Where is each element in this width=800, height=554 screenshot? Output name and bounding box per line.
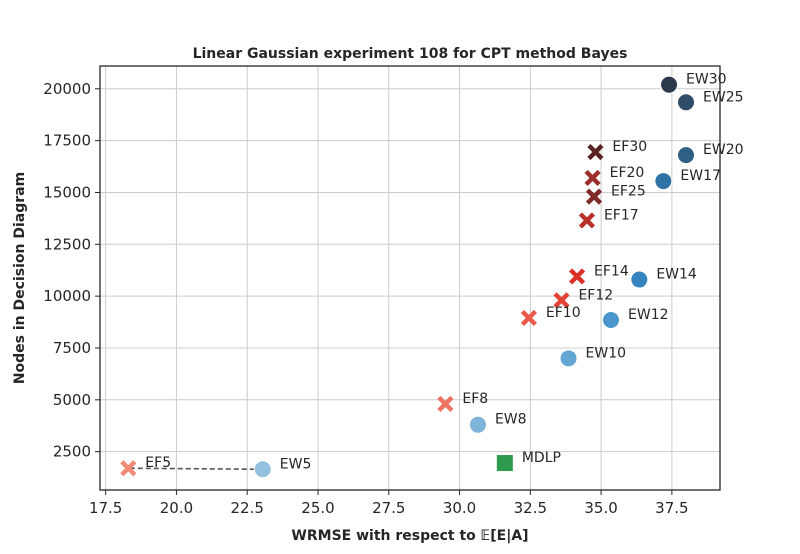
point-ef20-stroke-b [584,169,601,187]
y-tick-label: 7500 [53,339,91,357]
point-ef5-label: EF5 [145,455,171,471]
x-tick-label: 32.5 [514,499,547,517]
point-ew17-label: EW17 [680,168,721,184]
point-ew12-label: EW12 [628,307,669,323]
x-tick-label: 20.0 [160,499,193,517]
point-ew14 [630,270,649,289]
point-ew25 [677,93,696,112]
point-ef10 [520,309,537,327]
connector-layer [128,467,263,471]
point-ew20 [677,146,696,165]
point-ef12-stroke-b [553,292,570,309]
y-tick-label: 2500 [53,443,91,461]
point-ew14-label: EW14 [656,267,697,283]
point-ew25-label: EW25 [703,89,744,105]
point-ef20 [584,169,601,187]
point-ef5-stroke-b [120,460,137,477]
x-tick-label: 35.0 [584,499,617,517]
y-tick-label: 5000 [53,391,91,409]
point-ef8-label: EF8 [462,391,488,407]
point-ew5-label: EW5 [280,456,312,472]
point-ew17 [654,172,673,191]
x-tick-label: 37.5 [655,499,688,517]
point-mdlp-label: MDLP [522,450,561,466]
point-ef30-label: EF30 [612,139,647,155]
point-ef25-label: EF25 [611,184,646,200]
point-ew10-label: EW10 [586,345,627,361]
y-tick-label: 20000 [43,80,91,98]
point-ew30-label: EW30 [686,72,727,88]
y-tick-label: 12500 [43,235,91,253]
point-ew8 [468,415,487,434]
ticks-layer: 17.5 20.0 22.5 25.0 27.5 30.0 32.5 35.0 37.5 2500… [43,80,688,517]
x-tick-label: 22.5 [231,499,264,517]
point-ef30-stroke-b [587,143,604,161]
x-tick-label: 30.0 [443,499,476,517]
point-ef14-stroke-b [568,268,586,285]
point-ef12-label: EF12 [578,287,613,303]
points-layer [120,75,696,479]
x-axis-label: WRMSE with respect to 𝔼[E|A] [291,528,528,544]
point-ef25 [585,188,603,205]
point-ew10 [559,349,578,368]
point-ef8-stroke-b [437,395,454,413]
point-ef5 [120,460,137,477]
y-tick-label: 15000 [43,183,91,201]
y-axis-label: Nodes in Decision Diagram [12,172,28,384]
y-tick-label: 10000 [43,287,91,305]
point-ef8 [437,395,454,413]
point-ef17-label: EF17 [604,207,639,223]
chart-title: Linear Gaussian experiment 108 for CPT m… [193,46,628,62]
plot-frame [99,65,721,491]
y-tick-label: 17500 [43,132,91,150]
point-ef14-label: EF14 [594,263,629,279]
point-ef20-label: EF20 [610,165,645,181]
point-ew30 [660,75,679,94]
point-ew5 [253,460,272,479]
point-mdlp [496,455,513,472]
x-tick-label: 17.5 [89,499,122,517]
point-ef17-stroke-b [578,212,596,229]
point-ef30 [587,143,604,161]
point-ef14 [568,268,586,285]
point-ef25-stroke-b [585,188,603,205]
point-ew20-label: EW20 [703,142,744,158]
x-tick-label: 25.0 [301,499,334,517]
ew5-ef5-connector [128,467,263,471]
point-ef10-stroke-b [520,309,537,327]
point-ef12 [553,292,570,309]
grid [100,66,720,490]
point-ef17 [578,212,596,229]
point-ew12 [602,310,621,329]
point-ew8-label: EW8 [495,412,527,428]
x-tick-label: 27.5 [372,499,405,517]
point-ef10-label: EF10 [546,305,581,321]
